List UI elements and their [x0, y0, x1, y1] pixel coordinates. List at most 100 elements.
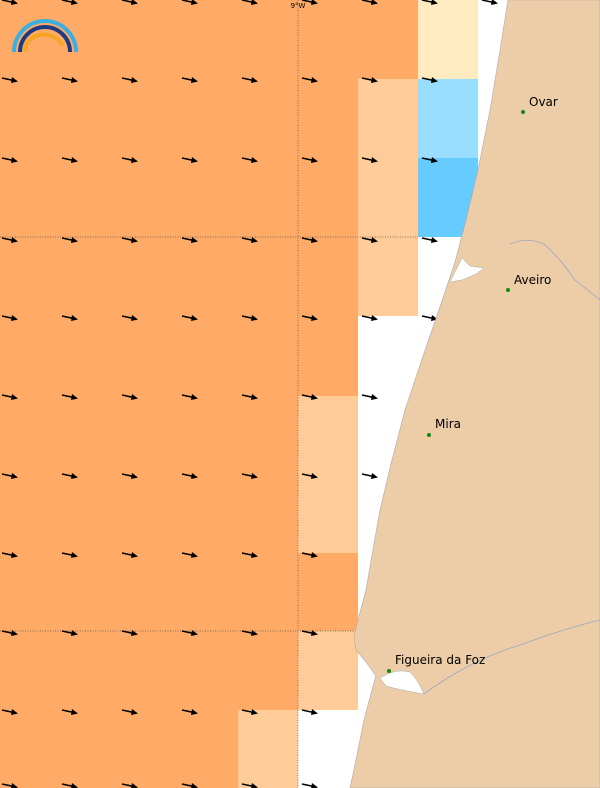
wind-arrow-head [251, 77, 258, 83]
wind-arrow-head [431, 0, 438, 5]
wind-arrow-head [251, 630, 258, 636]
city-label: Ovar [529, 95, 558, 109]
logo [12, 19, 78, 53]
wind-arrow-head [251, 394, 258, 400]
city-dot [387, 669, 391, 673]
logo-arc [12, 19, 78, 53]
wind-arrow-head [311, 77, 318, 83]
wind-arrow-head [311, 783, 318, 788]
wind-arrow-head [11, 783, 18, 788]
river [509, 239, 600, 301]
wind-arrow-head [431, 157, 438, 163]
wind-arrows [1, 0, 498, 788]
wind-arrow-head [371, 394, 378, 400]
wave-cell [358, 158, 418, 237]
wind-arrow-head [191, 709, 198, 715]
wave-cell [298, 474, 358, 553]
wave-cell [358, 237, 418, 316]
wind-arrow-head [71, 77, 78, 83]
wave-cells [0, 0, 478, 788]
graticule [0, 0, 418, 788]
wind-arrow-head [131, 473, 138, 479]
city-dot [506, 288, 510, 292]
wind-arrow-head [131, 552, 138, 558]
wind-arrow-head [191, 552, 198, 558]
wind-arrow-head [11, 394, 18, 400]
wind-arrow-head [131, 0, 138, 5]
wave-cell [418, 0, 478, 79]
wind-arrow-head [131, 783, 138, 788]
wind-arrow-head [311, 0, 318, 5]
wave-cell [0, 0, 418, 79]
city-label: Mira [435, 417, 461, 431]
wind-arrow-head [251, 0, 258, 5]
city-dot [427, 433, 431, 437]
wind-arrow-head [191, 630, 198, 636]
wind-arrow-head [131, 630, 138, 636]
wind-arrow-head [11, 157, 18, 163]
wind-arrow-head [71, 709, 78, 715]
wind-arrow-head [11, 315, 18, 321]
wind-arrow-head [11, 709, 18, 715]
wave-cell [298, 396, 358, 474]
wind-arrow-head [191, 783, 198, 788]
wind-arrow-head [371, 237, 378, 243]
city-label: Aveiro [514, 273, 551, 287]
wind-arrow-head [191, 315, 198, 321]
wind-arrow-head [11, 0, 18, 5]
wind-arrow-head [71, 157, 78, 163]
wind-arrow-head [311, 473, 318, 479]
wind-arrow-head [71, 552, 78, 558]
wind-arrow-head [11, 237, 18, 243]
wind-arrow-head [71, 473, 78, 479]
wind-arrow-head [131, 157, 138, 163]
wind-arrow-head [71, 783, 78, 788]
wave-cell [238, 710, 298, 788]
wind-arrow-head [71, 315, 78, 321]
wind-arrow-head [131, 77, 138, 83]
wind-arrow-head [131, 315, 138, 321]
wind-arrow-head [191, 473, 198, 479]
wave-cell [0, 396, 298, 474]
wind-arrow-head [71, 0, 78, 5]
river [423, 619, 600, 695]
lagoon [449, 257, 485, 283]
wind-arrow-head [131, 709, 138, 715]
wind-arrow-head [311, 157, 318, 163]
wind-arrow-head [431, 77, 438, 83]
wave-cell [0, 474, 298, 553]
city-dot [521, 110, 525, 114]
wind-arrow-head [311, 394, 318, 400]
wind-arrow-head [251, 237, 258, 243]
city-label: Figueira da Foz [395, 653, 485, 667]
wind-arrow-head [71, 237, 78, 243]
wind-arrow-head [131, 394, 138, 400]
wind-arrow-head [311, 237, 318, 243]
land [349, 0, 600, 788]
wind-arrow-head [191, 394, 198, 400]
wind-arrow-head [11, 473, 18, 479]
wave-cell [0, 237, 358, 316]
estuary [379, 670, 425, 695]
logo-arc [18, 25, 72, 53]
wind-arrow-head [371, 77, 378, 83]
logo-arc [23, 32, 64, 53]
wave-cell [358, 79, 418, 158]
wind-arrow-head [191, 0, 198, 5]
longitude-label: 9°W [291, 2, 306, 10]
wind-arrow-head [71, 394, 78, 400]
wind-arrow-head [251, 315, 258, 321]
wind-arrow-head [371, 473, 378, 479]
wind-arrow-head [11, 77, 18, 83]
wind-arrow-head [251, 473, 258, 479]
wind-arrow-head [191, 77, 198, 83]
wave-cell [0, 631, 298, 710]
wind-arrow-head [71, 630, 78, 636]
wind-arrow-head [371, 315, 378, 321]
wind-arrow-head [251, 783, 258, 788]
wind-arrow-head [311, 315, 318, 321]
wind-arrow-head [311, 630, 318, 636]
wind-arrow-head [251, 157, 258, 163]
